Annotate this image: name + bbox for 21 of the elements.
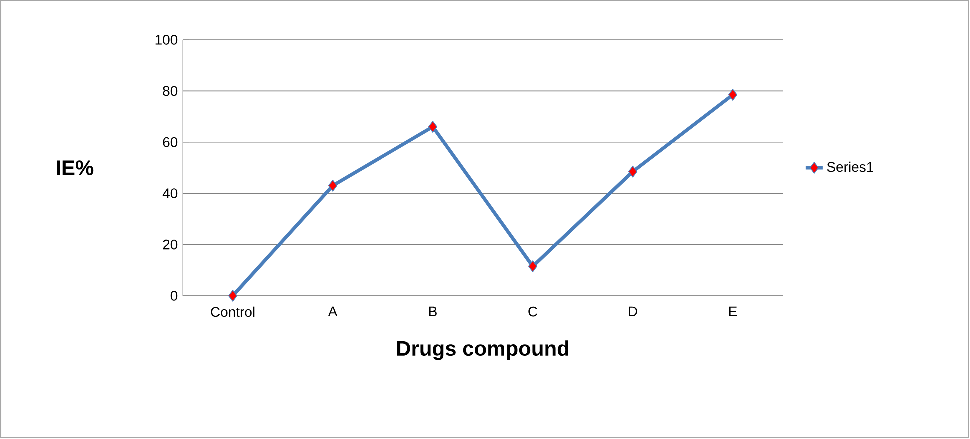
point xyxy=(528,260,538,272)
y-tick-label: 80 xyxy=(163,86,178,96)
x-tick-label: C xyxy=(528,306,538,317)
y-axis-title: IE% xyxy=(57,160,94,176)
x-tick-label: Control xyxy=(211,306,255,318)
x-tick-label: A xyxy=(328,306,338,316)
y-tick-label: 40 xyxy=(162,188,178,199)
y-tick-label: 20 xyxy=(163,240,178,250)
point xyxy=(228,290,238,302)
y-tick-label: 100 xyxy=(156,35,178,45)
x-tick-label: B xyxy=(429,306,437,316)
y-tick-label: 60 xyxy=(163,137,178,148)
x-tick-label: D xyxy=(629,306,638,316)
x-axis-title: Drugs compound xyxy=(398,340,569,360)
point xyxy=(428,121,438,133)
point xyxy=(728,89,738,101)
point xyxy=(628,166,638,178)
legend-label: Series1 xyxy=(827,162,874,172)
y-tick-label: 0 xyxy=(170,291,178,301)
point xyxy=(328,180,338,192)
x-tick-label: E xyxy=(729,306,738,316)
